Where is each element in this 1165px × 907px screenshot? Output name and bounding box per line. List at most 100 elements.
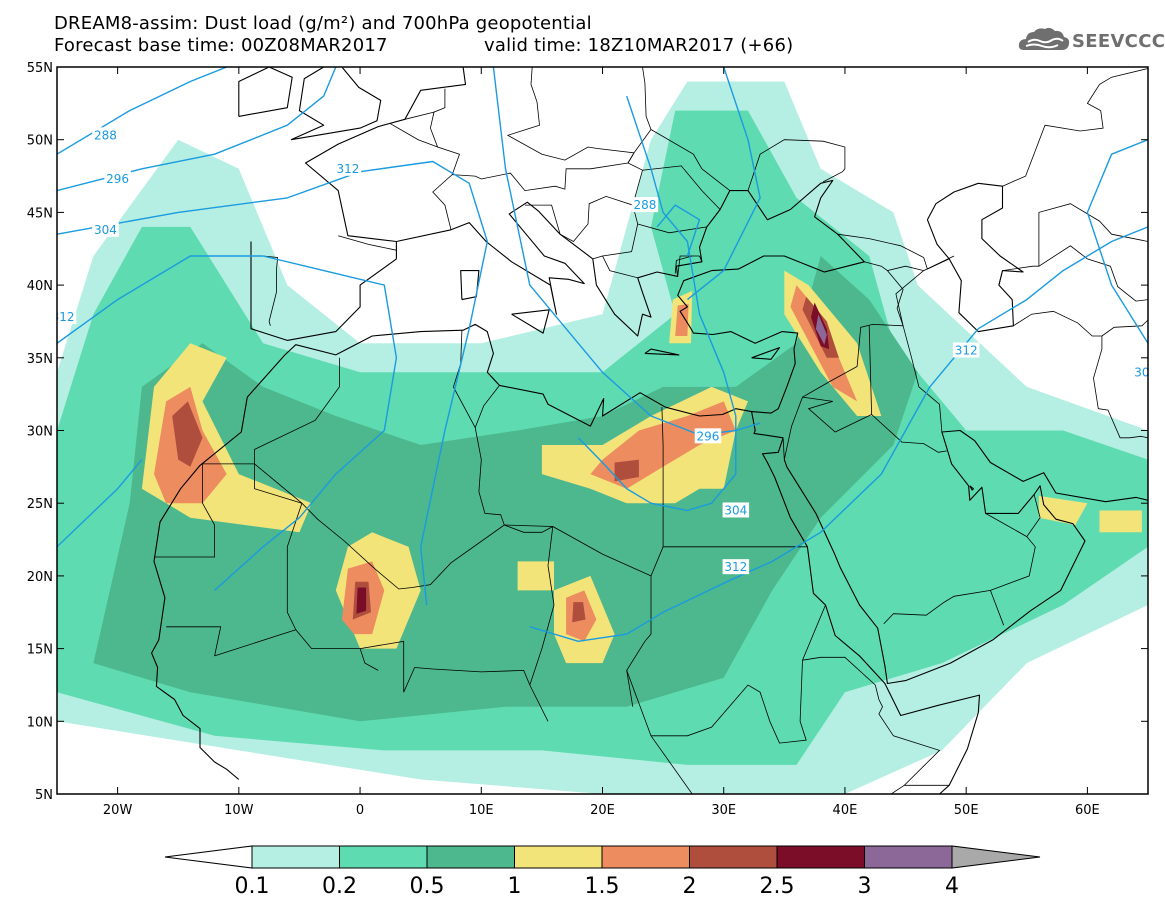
country-border [360,640,549,722]
colorbar-label: 2.5 [760,874,795,899]
country-border [338,235,397,251]
country-border [802,656,876,686]
geopotential-contour [577,95,737,512]
dust-region [815,314,827,345]
country-border [504,524,555,686]
contour-label: 304 [94,223,117,237]
country-border [674,255,693,274]
lon-tick-label: 60E [1075,803,1100,818]
geopotential-contour [57,255,398,591]
country-border [524,204,561,235]
lon-tick-label: 20W [103,803,133,818]
dust-region [614,459,639,482]
coastline [460,270,480,301]
colorbar-label: 2 [683,874,697,899]
country-border [559,195,639,257]
colorbar-box [864,845,953,869]
country-border [1002,68,1148,187]
colorbar-box [601,845,690,869]
country-border [990,590,1005,626]
country-border [902,325,943,433]
country-border [254,357,340,464]
contour-label: 296 [697,429,720,443]
dust-region [517,561,554,591]
colorbar-over-arrow [951,845,1041,869]
contour-label: 312 [52,310,75,324]
country-border [1038,203,1148,267]
colorbar-box [339,845,428,869]
country-border [154,463,255,558]
country-border [254,463,505,590]
country-border [429,88,461,175]
country-border [632,165,721,210]
cloud-logo-icon [1018,27,1070,50]
lat-tick-label: 20N [27,570,53,585]
lat-tick-label: 55N [27,61,53,76]
colorbar-box [514,845,603,869]
country-border [887,265,924,271]
contour-label: 312 [955,344,978,358]
dust-region [1038,495,1088,525]
country-border [474,385,500,428]
lat-tick-label: 45N [27,206,53,221]
colorbar-box [776,845,865,869]
contour-label: 288 [94,128,117,142]
coastline [250,67,467,341]
colorbar-box [689,845,778,869]
dust-region [572,602,586,623]
lat-tick-label: 40N [27,279,53,294]
country-border [998,270,1003,286]
country-border [166,626,222,656]
map-title: DREAM8-assim: Dust load (g/m²) and 700hP… [54,13,592,34]
lon-tick-label: 10E [469,803,494,818]
forecast-base-time: Forecast base time: 00Z08MAR2017 [54,35,388,56]
country-border [868,325,872,415]
coastline [783,429,1148,685]
colorbar-label: 0.1 [235,874,270,899]
seevccc-logo: SEEVCCC [1072,31,1165,52]
colorbar-label: 1.5 [585,874,620,899]
country-border [592,255,638,279]
country-border [1013,310,1148,439]
country-border [699,255,703,262]
map-subtitle: Forecast base time: 00Z08MAR2017 valid t… [54,36,793,96]
contour-label-bg [694,428,722,444]
coastline [969,485,974,491]
colorbar-under-arrow [164,845,253,869]
country-border [650,546,664,577]
dust-load-fill [57,81,1148,794]
geopotential-contour [686,67,761,301]
lat-tick-label: 15N [27,643,53,658]
colorbar: 0.1 0.2 0.5 1 1.5 2 2.5 3 4 [164,845,1041,899]
country-borders [154,67,1148,794]
geopotential-contour [1086,139,1148,344]
dust-region [172,401,203,467]
country-border [1002,245,1148,302]
country-border [895,255,955,326]
coastline [511,309,550,334]
lat-tick-label: 10N [27,715,53,730]
valid-time: valid time: 18Z10MAR2017 (+66) [484,35,794,56]
contour-label: 288 [633,198,656,212]
geopotential-contour-labels: 288 296 304 312 312 288 296 304 312 312 30 [52,127,1148,575]
axis-labels: 55N 50N 45N 40N 35N 30N 25N 20N 15N 10N 5N 20W 10W 0 1… [27,61,1100,818]
country-border [452,330,476,428]
contour-label: 312 [724,560,747,574]
contour-label-bg [92,221,119,237]
geopotential-contour [57,459,143,548]
geopotential-contour [529,226,1148,642]
contour-label-bg [631,197,659,213]
contour-label: 304 [724,503,747,517]
coastline [290,67,382,141]
dust-region [675,304,689,336]
lon-tick-label: 50E [954,803,979,818]
contour-label-bg [722,559,750,575]
contour-label-bg [1132,364,1148,380]
colorbar-label: 0.2 [322,874,357,899]
lon-tick-label: 20E [590,803,615,818]
country-border [651,604,826,744]
country-border [837,233,950,270]
country-border [506,67,635,164]
contour-label: 312 [336,162,359,176]
